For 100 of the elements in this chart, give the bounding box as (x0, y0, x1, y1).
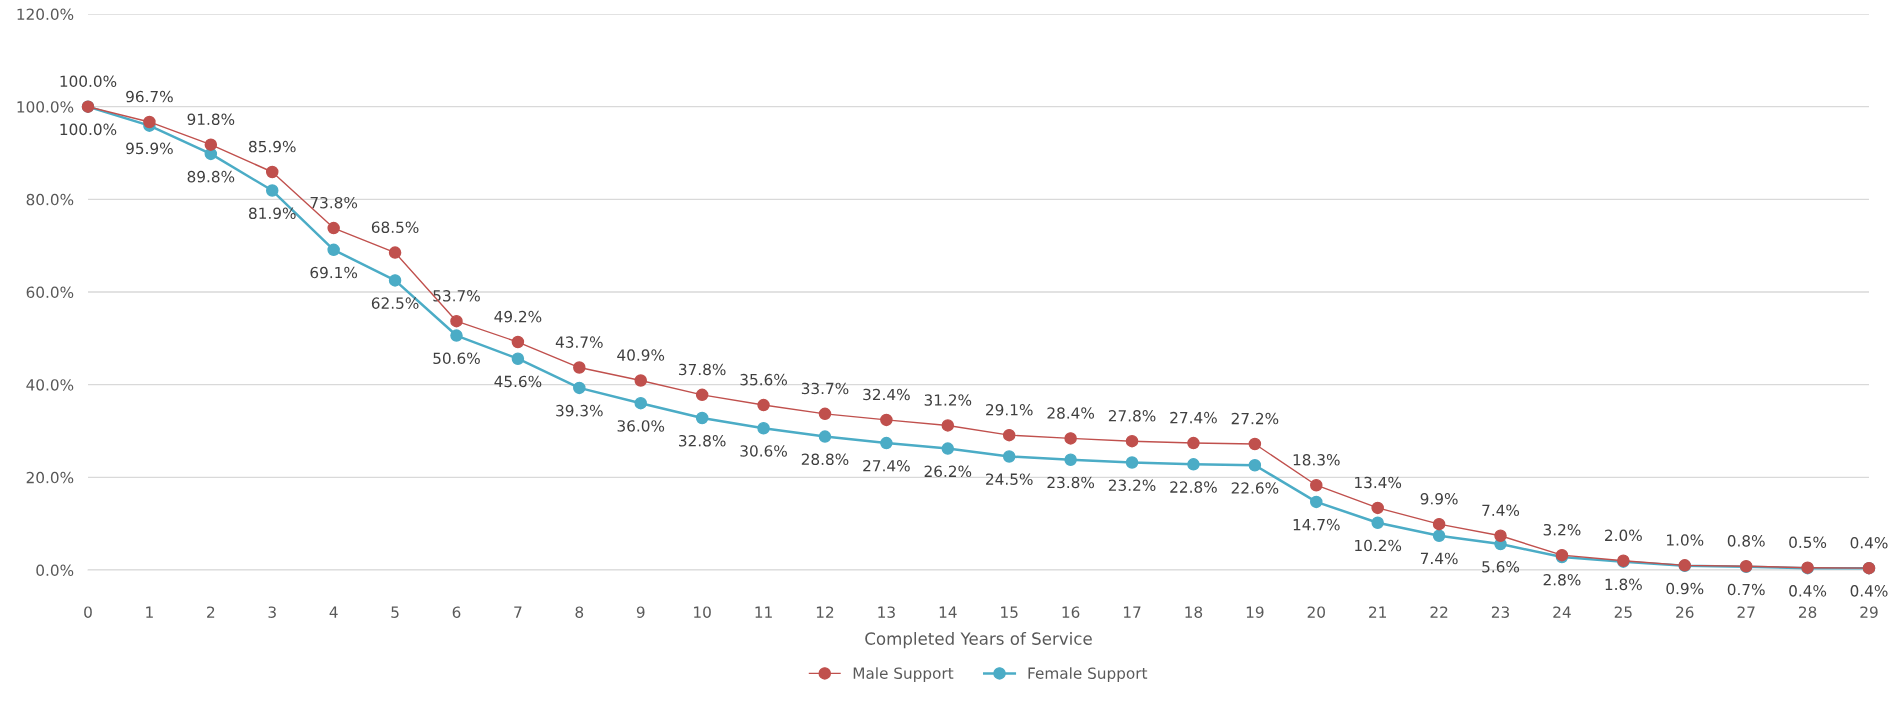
x-tick-label: 19 (1246, 606, 1264, 618)
x-tick-label: 21 (1369, 606, 1386, 618)
data-label: 29.1% (986, 403, 1033, 416)
x-tick-label: 25 (1614, 606, 1632, 618)
x-tick-label: 6 (452, 606, 461, 618)
x-tick-label: 4 (329, 606, 338, 618)
x-tick-label: 1 (146, 606, 153, 618)
data-label: 0.8% (1727, 535, 1765, 547)
data-label: 24.5% (986, 473, 1033, 485)
data-label: 50.6% (433, 352, 480, 365)
data-label: 0.7% (1727, 583, 1765, 596)
data-label: 95.9% (126, 142, 173, 155)
y-tick-label: 80.0% (26, 193, 74, 206)
data-label: 31.2% (924, 394, 972, 406)
data-label: 26.2% (924, 465, 972, 478)
data-label: 81.9% (249, 207, 296, 220)
y-tick-label: 0.0% (36, 564, 74, 577)
x-tick-label: 23 (1491, 606, 1510, 618)
data-label: 0.5% (1789, 536, 1827, 549)
data-label: 10.2% (1355, 539, 1402, 552)
x-tick-label: 16 (1062, 606, 1080, 618)
x-tick-label: 29 (1860, 606, 1878, 618)
data-label: 2.0% (1605, 529, 1642, 542)
data-label: 1.0% (1667, 534, 1704, 546)
y-tick-label: 20.0% (26, 471, 74, 484)
data-label: 28.8% (801, 453, 849, 466)
data-label: 32.8% (679, 434, 726, 447)
data-label: 27.4% (1170, 411, 1217, 424)
data-label: 28.4% (1047, 407, 1095, 419)
data-label: 100.0% (60, 123, 117, 136)
x-tick-label: 26 (1676, 606, 1694, 618)
data-label: 23.8% (1047, 476, 1095, 489)
data-label: 2.8% (1543, 573, 1581, 586)
data-label: 27.2% (1231, 412, 1279, 425)
x-tick-label: 20 (1307, 606, 1325, 618)
data-label: 53.7% (433, 290, 480, 302)
data-label: 13.4% (1355, 476, 1402, 489)
y-tick-label: 120.0% (17, 8, 74, 21)
data-label: 5.6% (1482, 560, 1520, 573)
data-label: 22.8% (1170, 481, 1217, 493)
data-label: 45.6% (494, 375, 542, 388)
data-label: 73.8% (310, 196, 358, 209)
data-label: 35.6% (740, 373, 787, 386)
x-tick-label: 2 (207, 606, 215, 618)
data-label: 27.4% (863, 459, 910, 472)
y-tick-label: 40.0% (26, 379, 74, 391)
data-label: 62.5% (371, 297, 419, 309)
x-tick-label: 22 (1430, 606, 1448, 618)
data-label: 0.4% (1789, 585, 1827, 597)
data-label: 18.3% (1293, 454, 1340, 466)
x-tick-label: 24 (1553, 606, 1571, 618)
data-label: 0.4% (1850, 536, 1888, 549)
x-tick-label: 13 (878, 606, 895, 618)
x-tick-label: 0 (84, 606, 92, 618)
data-label: 96.7% (126, 90, 173, 103)
x-tick-label: 14 (939, 606, 957, 618)
y-tick-label: 100.0% (17, 101, 74, 113)
x-tick-label: 15 (1001, 606, 1018, 618)
data-label: 37.8% (679, 363, 726, 376)
data-label: 85.9% (249, 140, 296, 153)
x-tick-label: 12 (816, 606, 834, 618)
x-tick-label: 9 (636, 606, 645, 618)
data-label: 39.3% (556, 404, 603, 417)
x-tick-label: 3 (268, 606, 276, 618)
data-label: 3.2% (1543, 523, 1581, 536)
data-label: 27.8% (1108, 410, 1156, 422)
data-label: 0.4% (1850, 585, 1888, 597)
x-tick-label: 18 (1185, 606, 1203, 618)
data-label: 32.4% (863, 388, 910, 401)
data-label: 91.8% (187, 113, 235, 126)
x-tick-label: 11 (755, 606, 772, 618)
legend-label: Female Support (1028, 667, 1148, 682)
legend-label: Male Support (853, 667, 954, 682)
x-tick-label: 5 (391, 606, 399, 618)
x-tick-label: 28 (1798, 606, 1817, 618)
data-label: 69.1% (310, 266, 358, 279)
data-label: 40.9% (617, 349, 665, 361)
x-tick-label: 27 (1737, 606, 1755, 618)
data-label: 89.8% (187, 170, 235, 183)
data-label: 49.2% (494, 310, 542, 323)
data-label: 1.8% (1605, 578, 1642, 591)
data-label: 30.6% (740, 445, 787, 457)
data-label: 7.4% (1420, 552, 1458, 565)
data-label: 9.9% (1420, 492, 1458, 505)
data-label: 100.0% (60, 75, 117, 88)
x-axis-title: Completed Years of Service (865, 632, 1092, 649)
data-label: 22.6% (1231, 482, 1279, 494)
data-label: 36.0% (617, 420, 665, 432)
data-label: 33.7% (801, 382, 849, 395)
x-tick-label: 10 (694, 606, 711, 618)
data-label: 23.2% (1108, 479, 1156, 491)
data-label: 0.9% (1666, 582, 1704, 595)
x-tick-label: 7 (514, 606, 522, 618)
data-label: 7.4% (1482, 504, 1520, 517)
data-label: 43.7% (555, 336, 603, 348)
x-tick-label: 8 (575, 606, 584, 618)
x-tick-label: 17 (1123, 606, 1141, 618)
data-label: 68.5% (371, 221, 419, 233)
data-label: 14.7% (1293, 518, 1340, 531)
y-tick-label: 60.0% (26, 286, 74, 299)
